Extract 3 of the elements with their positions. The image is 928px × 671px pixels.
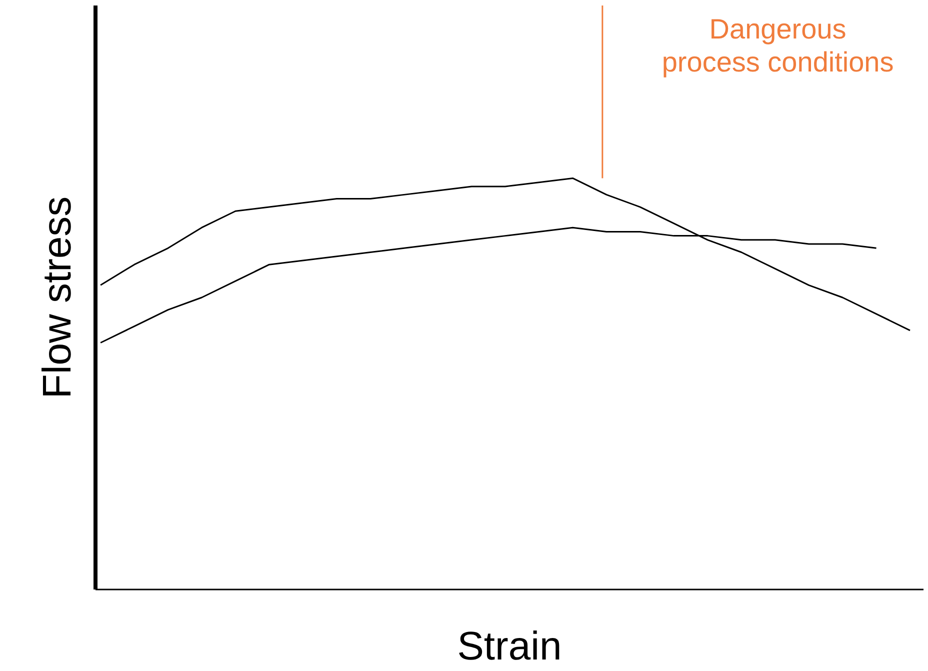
y-axis-title: Flow stress [36,196,80,399]
x-axis-title: Strain [457,624,562,668]
text: Dangerous process conditions [662,14,894,78]
